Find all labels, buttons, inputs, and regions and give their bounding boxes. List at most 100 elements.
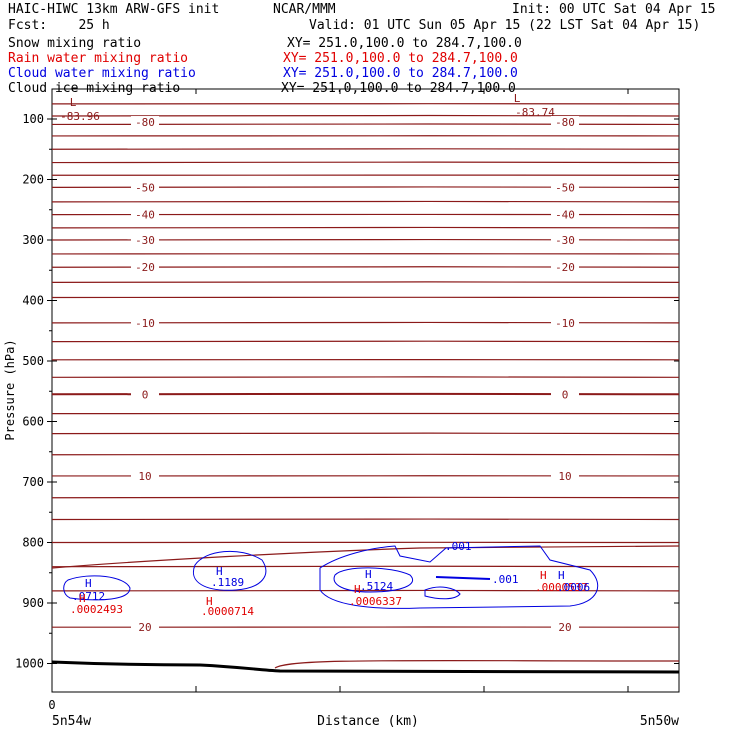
- isotherm-label-bg: [551, 316, 579, 330]
- cloud-water-contour: [193, 550, 267, 591]
- isotherm-line: [51, 412, 680, 415]
- isotherm-label-bg: [551, 388, 579, 402]
- isotherm-label-bg: [131, 116, 159, 130]
- high-value: .5124: [360, 580, 393, 593]
- cloud-water-contour: [333, 567, 413, 593]
- y-axis-title: Pressure (hPa): [3, 339, 17, 440]
- isotherm-label-bg: [131, 621, 159, 635]
- field-xy-rain: XY= 251.0,100.0 to 284.7,100.0: [283, 51, 518, 66]
- isotherm-label-bg: [131, 234, 159, 247]
- isotherm-label-bg: [551, 621, 579, 635]
- isotherm-label-right: 20: [558, 621, 571, 634]
- isotherm-line: [51, 135, 680, 137]
- isotherm-label-bg: [131, 261, 159, 275]
- field-xy-snow: XY= 251.0,100.0 to 284.7,100.0: [287, 36, 522, 51]
- y-tick-label: 600: [22, 415, 44, 429]
- y-tick-label: 800: [22, 536, 44, 550]
- isotherm-label-left: -30: [135, 234, 155, 247]
- low-marker: L: [514, 92, 521, 105]
- isotherm-label-bg: [551, 181, 579, 195]
- isotherm-label-bg: [131, 208, 159, 222]
- high-marker: H: [85, 577, 92, 590]
- isotherm-label-right: -40: [555, 209, 575, 222]
- isotherm-label-left: -40: [135, 209, 155, 222]
- high-marker: H: [365, 568, 372, 581]
- field-xy-cloud-water: XY= 251.0,100.0 to 284.7,100.0: [283, 66, 518, 81]
- isotherm-label-right: 0: [562, 388, 569, 401]
- high-marker: H: [540, 569, 547, 582]
- isotherm-label-right: -50: [555, 181, 575, 194]
- high-value: .1189: [211, 576, 244, 589]
- cloud-water-contour: [424, 586, 461, 600]
- isotherm-line: [51, 358, 680, 361]
- cloud-water-contour: [319, 545, 599, 609]
- cloud-water-contour-thick: [435, 576, 491, 580]
- cloud-water-contour-label: .001: [492, 573, 519, 586]
- isotherm-label-bg: [551, 234, 579, 247]
- high-value: .0006: [557, 581, 590, 594]
- low-value: -83.96: [60, 110, 100, 123]
- isotherm-label-left: 20: [138, 621, 151, 634]
- high-marker: H: [354, 583, 361, 596]
- isotherm-label-left: -20: [135, 261, 155, 274]
- init-time: Init: 00 UTC Sat 04 Apr 15: [512, 2, 716, 17]
- forecast-hour: Fcst: 25 h: [8, 18, 110, 33]
- isotherm-label-bg: [551, 261, 579, 275]
- isotherm-label-left: -10: [135, 317, 155, 330]
- x-left-label: 5n54w: [52, 714, 91, 729]
- terrain-surface: [51, 660, 680, 674]
- x-axis-title: Distance (km): [317, 714, 419, 729]
- y-tick-label: 900: [22, 596, 44, 610]
- x-origin-label: 0: [48, 698, 55, 712]
- high-marker: H: [216, 565, 223, 578]
- isotherm-label-bg: [551, 469, 579, 483]
- isotherm-line: [51, 475, 680, 477]
- cloud-water-contour: [63, 575, 131, 601]
- isotherm-label-bg: [551, 116, 579, 130]
- high-value: .0000537: [535, 581, 588, 594]
- isotherm-label-right: -20: [555, 261, 575, 274]
- y-tick-label: 100: [22, 112, 44, 126]
- y-tick-label: 500: [22, 354, 44, 368]
- isotherm-line: [51, 296, 680, 299]
- low-marker: L: [70, 96, 77, 109]
- plot-frame: [51, 88, 680, 693]
- high-marker: H: [558, 569, 565, 582]
- isotherm-label-right: -80: [555, 116, 575, 129]
- high-value: .0006337: [349, 595, 402, 608]
- organization-label: NCAR/MMM: [273, 2, 336, 17]
- y-tick-label: 400: [22, 294, 44, 308]
- isotherm-line: [51, 541, 680, 544]
- isotherm-label-right: -10: [555, 317, 575, 330]
- isotherm-label-left: 0: [142, 388, 149, 401]
- y-tick-label: 200: [22, 173, 44, 187]
- high-value: .0000714: [201, 605, 254, 618]
- y-tick-label: 700: [22, 475, 44, 489]
- isotherm-label-left: 10: [138, 470, 151, 483]
- isotherm-line: [51, 174, 680, 177]
- isotherm-line: [51, 102, 680, 105]
- field-name-rain: Rain water mixing ratio: [8, 51, 189, 66]
- cloud-water-contour-label: .001: [445, 540, 472, 553]
- isotherm-line: [51, 253, 680, 255]
- isotherm-line: [274, 659, 680, 669]
- isotherm-label-bg: [131, 181, 159, 195]
- high-marker: H: [206, 595, 213, 608]
- isotherm-line: [51, 545, 680, 569]
- field-name-snow: Snow mixing ratio: [8, 36, 142, 51]
- isotherm-label-bg: [131, 388, 159, 402]
- isotherm-label-right: 10: [558, 470, 571, 483]
- high-value: .0712: [72, 590, 105, 603]
- isotherm-line: [51, 626, 680, 629]
- isotherm-label-bg: [131, 316, 159, 330]
- low-value: -83.74: [515, 106, 555, 119]
- isotherm-label-left: -80: [135, 116, 155, 129]
- isotherm-line: [51, 213, 680, 216]
- model-title: HAIC-HIWC 13km ARW-GFS init: [8, 2, 220, 17]
- valid-time: Valid: 01 UTC Sun 05 Apr 15 (22 LST Sat …: [309, 18, 701, 33]
- field-name-cloud-water: Cloud water mixing ratio: [8, 66, 196, 81]
- high-marker: H: [79, 592, 86, 605]
- isotherm-label-left: -50: [135, 181, 155, 194]
- x-right-label: 5n50w: [640, 714, 679, 729]
